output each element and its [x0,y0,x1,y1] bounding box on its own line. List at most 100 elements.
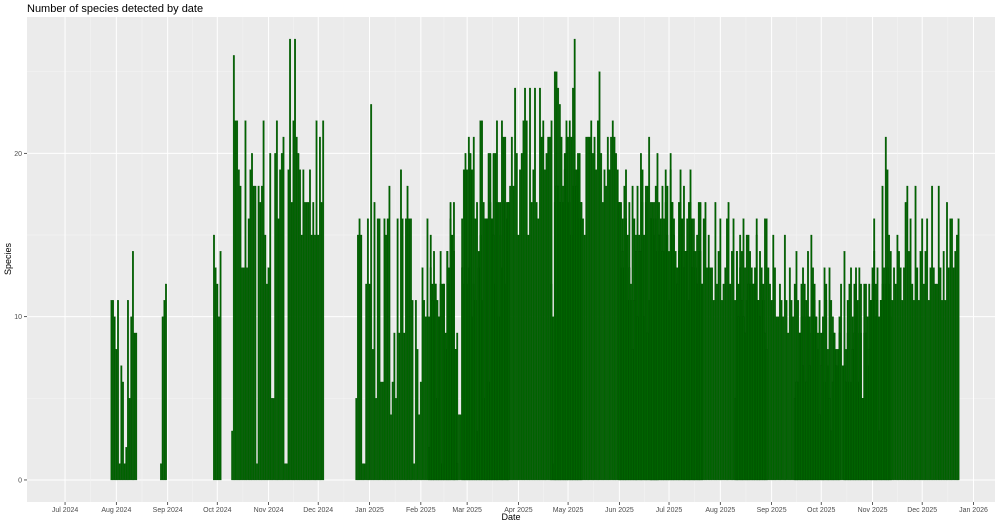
bar [868,349,871,481]
bar [790,300,793,481]
bar [239,185,242,481]
bar [467,136,470,481]
bar [524,87,526,481]
bar [626,234,629,481]
bar [456,463,459,481]
bar [378,218,381,481]
bar [128,398,131,481]
bar [813,283,816,481]
bar [843,365,846,481]
bar [562,185,565,481]
bar [477,251,480,481]
bar [706,267,708,481]
bar [370,104,373,481]
bar [615,153,617,481]
bar [901,300,904,481]
bar [631,349,634,481]
bar [754,283,756,481]
bar [830,430,833,481]
bar [760,267,763,481]
bar [638,251,641,481]
bar [686,251,689,481]
bar [537,218,540,481]
bar [894,283,897,481]
bar [587,136,589,481]
bar [363,463,366,481]
bar [596,120,599,481]
bar [803,283,806,481]
bar [246,267,248,481]
bar [770,300,773,481]
bar [232,55,235,481]
bar [482,202,485,481]
bar [603,169,606,481]
bar [951,218,953,481]
bar [613,136,616,481]
x-tick-label: Jul 2025 [656,507,683,514]
bar [724,267,727,481]
bar [853,332,856,481]
bar [795,381,798,481]
bar [888,234,890,481]
bar [871,283,874,481]
x-axis: Jul 2024 Aug 2024 Sep 2024 Oct 2024 Nov 2024… [52,502,988,514]
bar [123,463,126,481]
bar [825,300,828,481]
bar [954,251,957,481]
bar [560,136,563,481]
bar [898,251,900,481]
bar [431,300,434,481]
bar [548,136,551,481]
bar [598,71,601,481]
bar [772,234,775,481]
bar [785,300,788,481]
bar [130,316,133,481]
bar [380,381,382,481]
bar [396,218,399,481]
bar [509,185,512,481]
bar [461,267,464,481]
bar [563,169,566,481]
bar [835,365,838,481]
bar [633,300,636,481]
bar [534,87,536,481]
bar [578,153,581,481]
bar [716,283,718,481]
bar [694,251,697,481]
bar [762,283,765,481]
bar [522,120,525,481]
bar [697,251,700,481]
bar [774,267,776,481]
bar [484,218,487,481]
bar [709,267,712,481]
y-tick-label: 0 [18,477,22,484]
bar [113,316,116,481]
bar [593,136,596,481]
bar [679,202,682,481]
bar [252,185,255,481]
bar [411,300,414,481]
bar [956,234,958,481]
bar [719,218,722,481]
bar [851,349,854,481]
bar [726,218,728,481]
bar [640,251,642,481]
chart-title: Number of species detected by date [27,3,203,15]
bar [120,365,123,481]
bar [802,365,804,481]
bar [765,349,768,481]
bar [241,267,244,481]
bar [297,153,300,481]
bar [689,202,692,481]
bar [307,202,310,481]
bar [292,120,295,481]
bar [810,234,813,481]
bar [931,185,934,481]
bar [409,218,412,481]
bar [459,414,462,481]
bar [957,218,960,481]
bar [866,316,869,481]
bar [747,283,750,481]
bar [580,202,583,481]
